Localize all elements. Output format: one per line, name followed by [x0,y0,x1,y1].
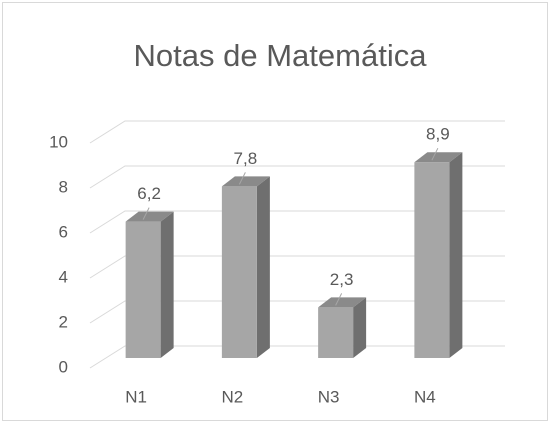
bar-top [221,176,270,187]
bar-side [256,176,270,358]
bar-top [414,152,463,163]
data-label: 8,9 [426,125,450,144]
y-tick-label: 0 [59,357,68,376]
leader-line [431,147,439,161]
grid-line [89,255,505,279]
leader-line [238,172,246,185]
x-tick-label: N4 [414,387,436,406]
bar [318,307,354,358]
x-tick-label: N3 [318,387,340,406]
bar-top [125,211,174,222]
leader-line [335,293,343,306]
grid-line [89,300,505,324]
data-label: 7,8 [234,149,258,168]
y-tick-label: 8 [59,177,68,196]
bar [221,186,257,358]
grid-line [89,345,505,369]
bar-side [353,297,367,358]
y-tick-label: 2 [59,312,68,331]
bar [414,162,450,358]
y-tick-label: 4 [59,267,68,286]
bar-side [160,211,174,358]
x-tick-label: N1 [125,387,147,406]
x-tick-label: N2 [222,387,244,406]
bar [125,221,161,358]
y-tick-label: 6 [59,222,68,241]
grid-line [89,210,505,234]
bar-top [318,297,367,308]
leader-line [142,207,150,220]
y-tick-label: 10 [49,132,68,151]
data-label: 2,3 [330,270,354,289]
bar-side [449,152,463,358]
grid-line [89,120,505,144]
chart-title: Notas de Matemática [134,38,428,73]
data-label: 6,2 [137,184,161,203]
grid-line [89,165,505,189]
